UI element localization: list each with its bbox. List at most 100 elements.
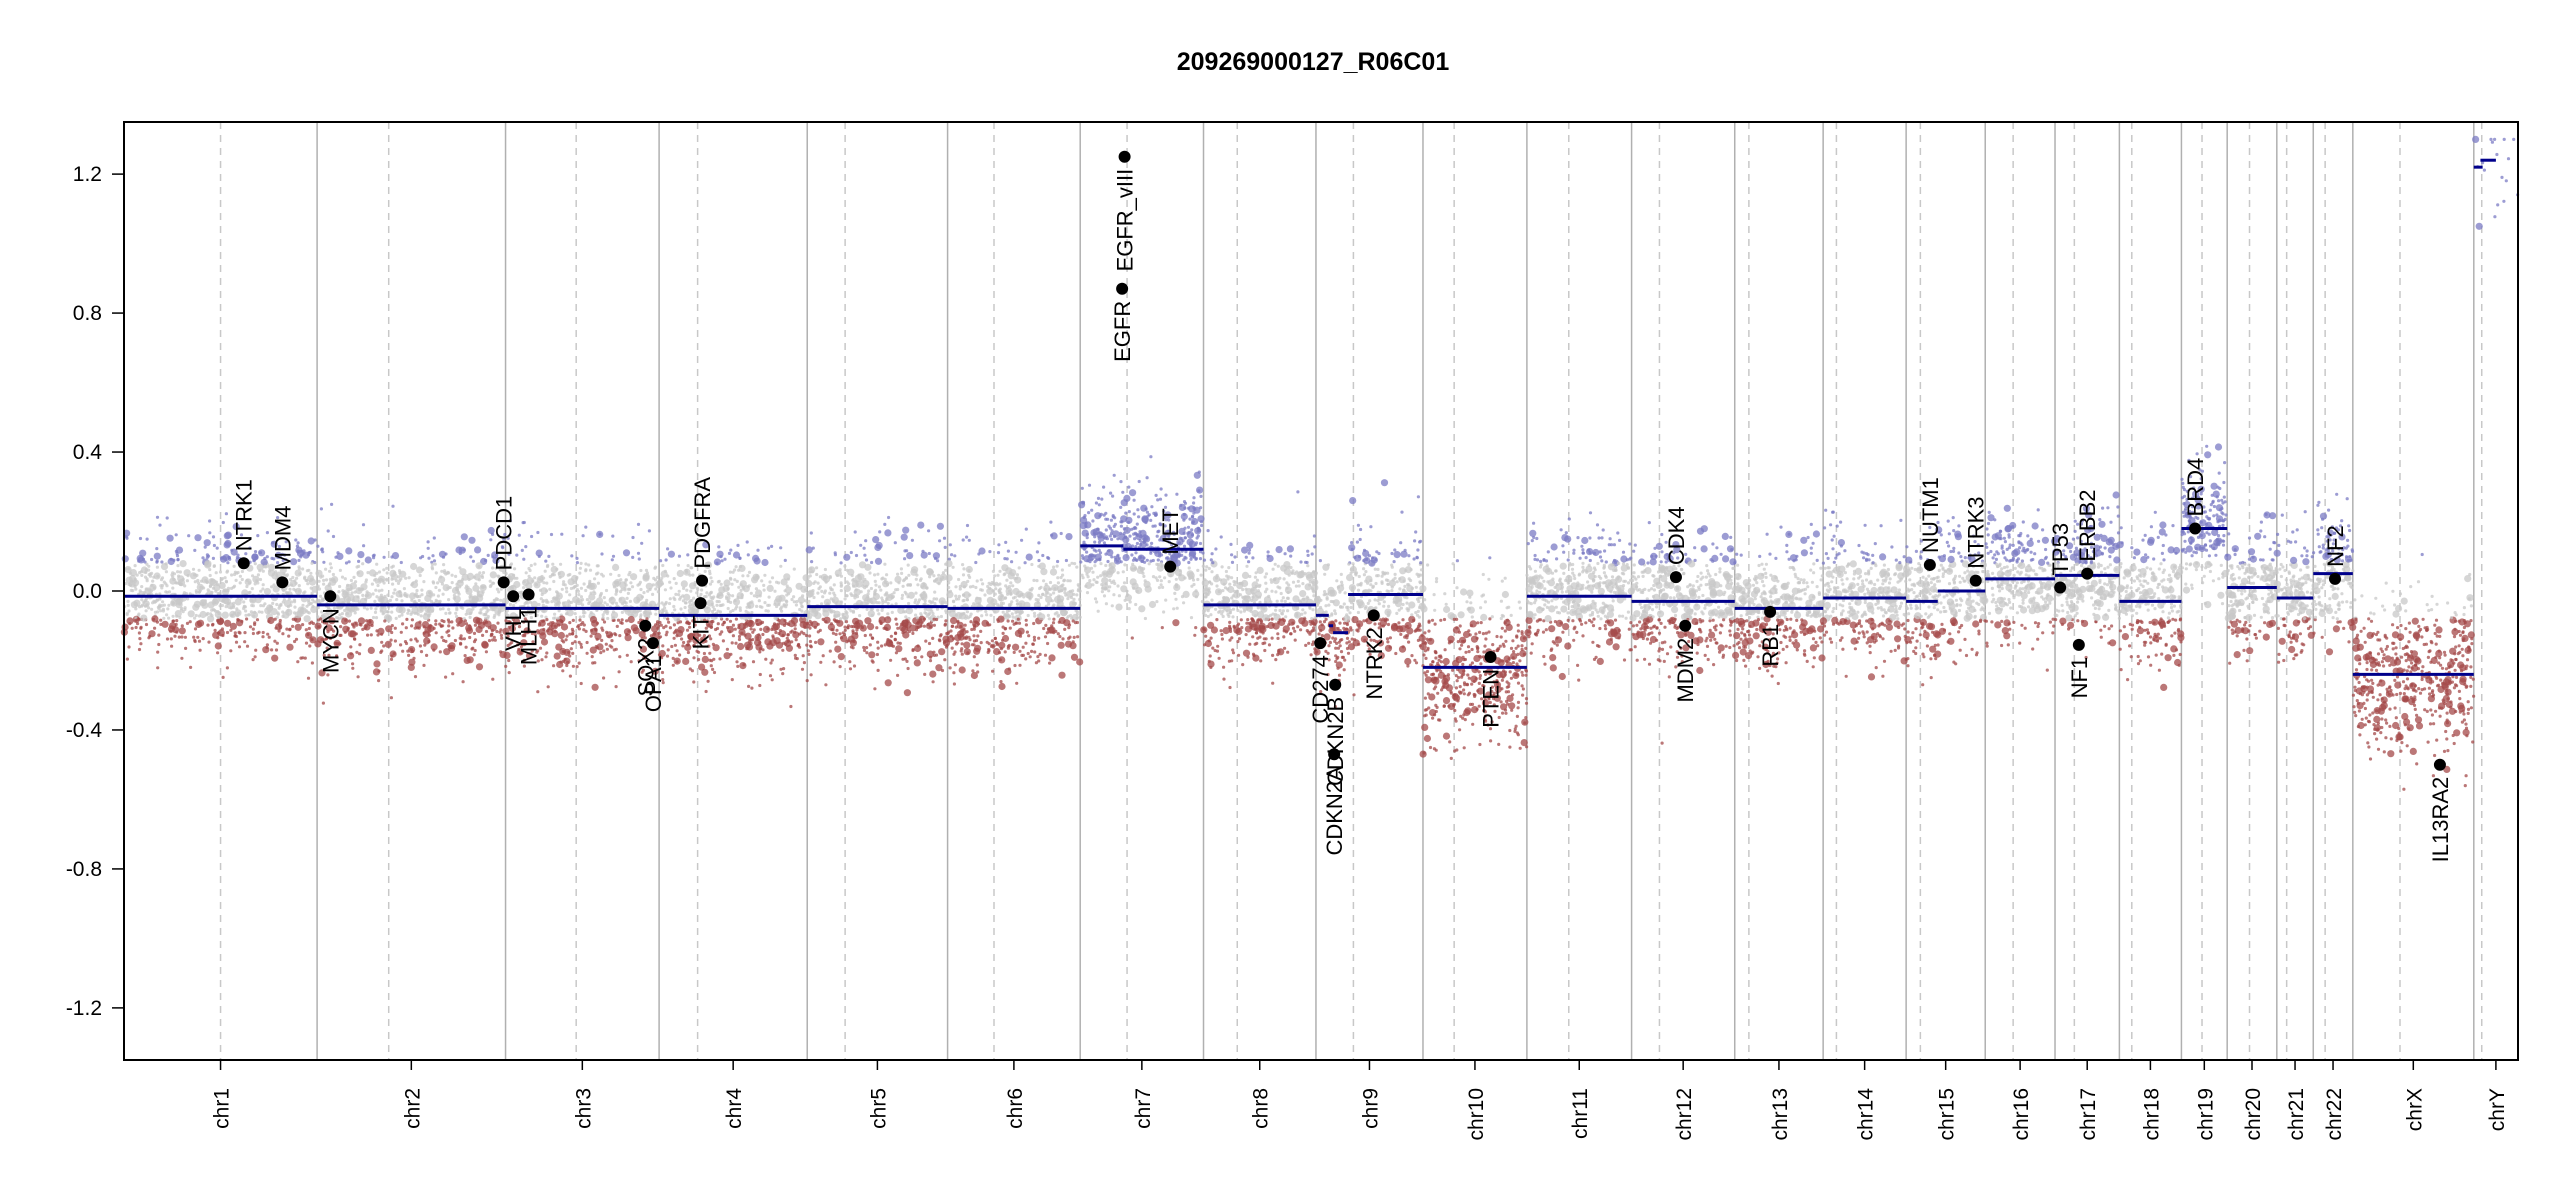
probe-point <box>862 648 867 653</box>
probe-point <box>147 606 151 610</box>
probe-point <box>346 587 350 592</box>
probe-point <box>458 619 466 628</box>
probe-point <box>706 679 710 683</box>
probe-point <box>318 669 326 677</box>
probe-point <box>631 535 635 540</box>
probe-point <box>1088 554 1092 558</box>
probe-point <box>1163 576 1167 580</box>
probe-point <box>965 523 970 528</box>
probe-point <box>932 653 937 658</box>
probe-point <box>171 626 180 634</box>
probe-point <box>997 615 1005 623</box>
probe-point <box>1310 617 1314 621</box>
probe-point <box>1255 641 1259 646</box>
probe-point <box>1063 627 1067 632</box>
probe-point <box>491 638 495 642</box>
probe-point <box>1140 504 1148 512</box>
probe-point <box>737 637 742 642</box>
probe-point <box>578 571 582 575</box>
probe-point <box>1235 624 1239 628</box>
probe-point <box>1056 600 1064 608</box>
probe-point <box>1282 635 1286 639</box>
probe-point <box>1132 526 1136 531</box>
probe-point <box>473 623 477 627</box>
probe-point <box>1001 625 1005 629</box>
probe-point <box>596 571 600 575</box>
probe-point <box>542 619 546 623</box>
probe-point <box>1222 677 1226 681</box>
probe-point <box>1193 633 1197 637</box>
probe-point <box>962 611 966 616</box>
probe-point <box>1154 513 1158 518</box>
probe-point <box>1274 658 1278 662</box>
probe-point <box>556 602 560 606</box>
probe-point <box>550 573 554 577</box>
probe-point <box>1295 612 1299 616</box>
probe-point <box>1024 591 1032 599</box>
probe-point <box>913 600 917 605</box>
probe-point <box>444 675 448 679</box>
probe-point <box>193 638 197 643</box>
probe-point <box>517 533 521 537</box>
probe-point <box>308 621 312 625</box>
probe-point <box>557 631 566 640</box>
probe-point <box>218 570 223 574</box>
probe-point <box>974 620 978 625</box>
probe-point <box>740 596 744 600</box>
probe-point <box>962 567 966 571</box>
probe-point <box>1015 681 1019 685</box>
probe-point <box>427 639 431 644</box>
probe-point <box>997 543 1001 547</box>
probe-point <box>489 571 497 579</box>
probe-point <box>883 593 887 597</box>
probe-point <box>1005 609 1010 614</box>
probe-point <box>230 548 234 552</box>
probe-point <box>627 613 631 617</box>
probe-point <box>1278 608 1282 613</box>
probe-point <box>150 571 154 576</box>
probe-point <box>230 573 234 577</box>
probe-point <box>571 618 575 623</box>
probe-point <box>963 623 967 627</box>
probe-point <box>1175 606 1179 610</box>
probe-point <box>1211 561 1215 565</box>
probe-point <box>1333 612 1338 616</box>
probe-point <box>289 603 293 608</box>
probe-point <box>1120 585 1128 593</box>
probe-point <box>1104 602 1108 606</box>
probe-point <box>484 616 488 620</box>
probe-point <box>983 593 987 597</box>
probe-point <box>739 588 743 593</box>
probe-point <box>901 631 905 635</box>
probe-point <box>390 595 394 599</box>
probe-point <box>817 587 821 591</box>
probe-point <box>1233 591 1241 599</box>
probe-point <box>405 593 409 597</box>
probe-point <box>868 571 872 575</box>
probe-point <box>916 625 920 630</box>
probe-point <box>838 665 842 669</box>
probe-point <box>1194 626 1198 630</box>
probe-point <box>476 590 484 598</box>
probe-point <box>661 563 665 568</box>
probe-point <box>875 626 879 630</box>
probe-point <box>752 573 760 581</box>
probe-point <box>453 638 457 643</box>
probe-point <box>1226 577 1230 581</box>
probe-point <box>1048 654 1056 662</box>
probe-point <box>174 622 178 627</box>
probe-point <box>1310 629 1314 633</box>
probe-point <box>425 653 429 658</box>
probe-point <box>1090 529 1098 537</box>
probe-point <box>985 613 989 617</box>
probe-point <box>203 539 211 547</box>
probe-point <box>268 563 276 571</box>
probe-point <box>1027 634 1031 638</box>
probe-point <box>232 611 236 615</box>
probe-point <box>224 589 228 593</box>
probe-point <box>351 666 355 670</box>
probe-point <box>839 574 844 578</box>
probe-point <box>950 624 955 628</box>
probe-point <box>847 568 855 576</box>
